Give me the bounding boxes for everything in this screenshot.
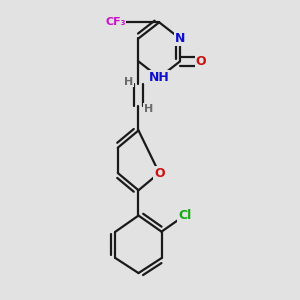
Text: O: O xyxy=(195,55,206,68)
Text: H: H xyxy=(124,77,134,87)
Text: H: H xyxy=(143,104,153,114)
Text: NH: NH xyxy=(149,71,170,84)
Text: N: N xyxy=(175,32,185,45)
Text: CF₃: CF₃ xyxy=(105,17,126,27)
Text: O: O xyxy=(154,167,164,179)
Text: Cl: Cl xyxy=(178,209,191,222)
